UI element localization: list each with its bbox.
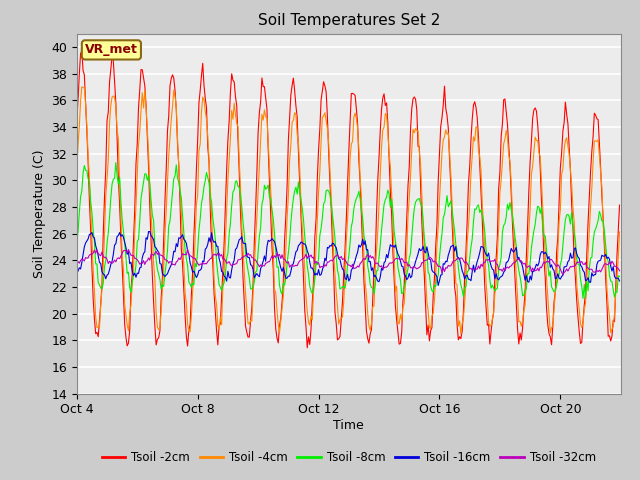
Legend: Tsoil -2cm, Tsoil -4cm, Tsoil -8cm, Tsoil -16cm, Tsoil -32cm: Tsoil -2cm, Tsoil -4cm, Tsoil -8cm, Tsoi… (97, 446, 600, 469)
Y-axis label: Soil Temperature (C): Soil Temperature (C) (33, 149, 45, 278)
Title: Soil Temperatures Set 2: Soil Temperatures Set 2 (258, 13, 440, 28)
Text: VR_met: VR_met (85, 43, 138, 56)
X-axis label: Time: Time (333, 419, 364, 432)
